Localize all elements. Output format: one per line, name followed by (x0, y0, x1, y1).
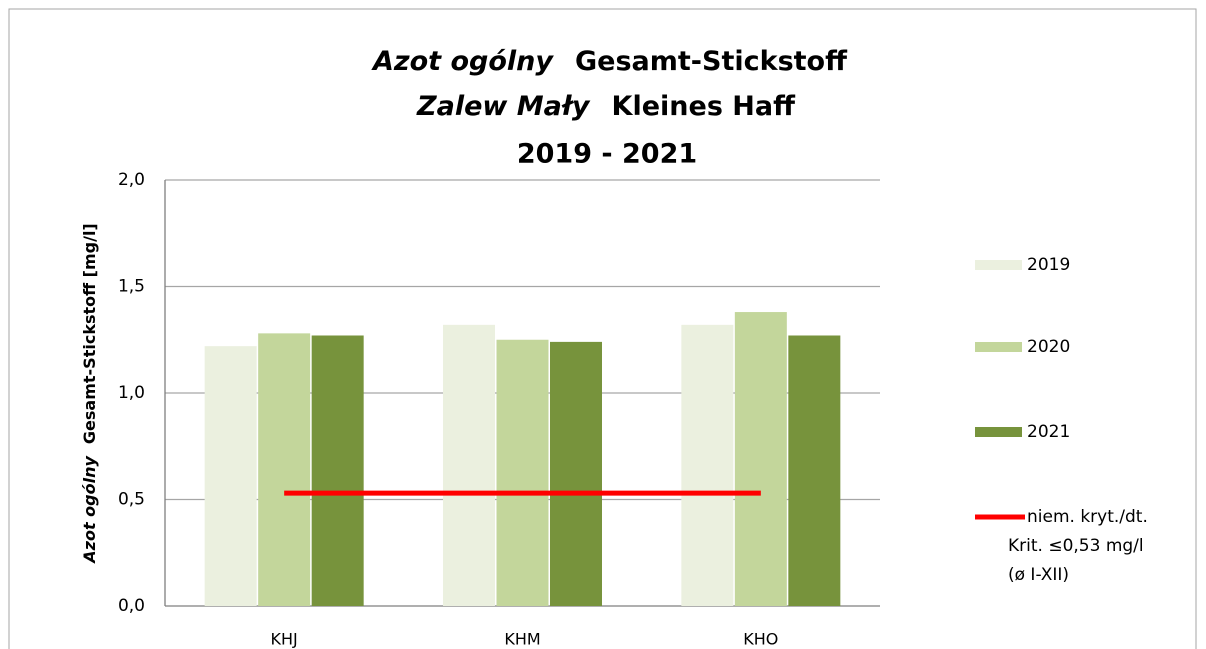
y-tick-label: 0,0 (118, 596, 145, 616)
legend-label: Krit. ≤0,53 mg/l (1008, 536, 1144, 556)
bar (311, 335, 364, 606)
title-part: Zalew Mały (416, 91, 591, 122)
bar (788, 335, 841, 606)
bar (496, 339, 549, 606)
legend-swatch (975, 427, 1022, 437)
legend-swatch (975, 342, 1022, 352)
bar (443, 324, 495, 606)
legend-label: 2019 (1027, 255, 1070, 275)
chart-title: Azot ogólny Gesamt-Stickstoff (371, 46, 848, 77)
legend-label: 2021 (1027, 422, 1070, 442)
y-tick-label: 1,5 (118, 277, 145, 297)
bar (204, 346, 257, 606)
x-tick-label: KHJ (271, 630, 298, 649)
y-label-part: Azot ogólny (80, 456, 99, 565)
bar (550, 341, 602, 606)
bar (734, 312, 787, 606)
title-part: Azot ogólny (371, 46, 554, 77)
chart-title: Zalew Mały Kleines Haff (416, 91, 796, 122)
bar (258, 333, 311, 606)
x-tick-label: KHO (743, 630, 778, 649)
bar (681, 324, 734, 606)
legend-label: niem. kryt./dt. (1027, 507, 1148, 527)
legend-swatch (975, 260, 1022, 270)
y-tick-label: 2,0 (118, 170, 145, 190)
y-tick-label: 0,5 (118, 490, 145, 510)
legend-label: 2020 (1027, 337, 1070, 357)
chart-title: 2019 - 2021 (517, 139, 697, 170)
y-label-part: Gesamt-Stickstoff [mg/l] (80, 223, 99, 444)
x-tick-label: KHM (504, 630, 540, 649)
title-part: Gesamt-Stickstoff (575, 46, 848, 77)
y-tick-label: 1,0 (118, 383, 145, 403)
y-axis-label: Azot ogólny Gesamt-Stickstoff [mg/l] (80, 223, 99, 564)
legend-label: (ø I-XII) (1008, 565, 1069, 585)
title-part: Kleines Haff (612, 91, 797, 122)
